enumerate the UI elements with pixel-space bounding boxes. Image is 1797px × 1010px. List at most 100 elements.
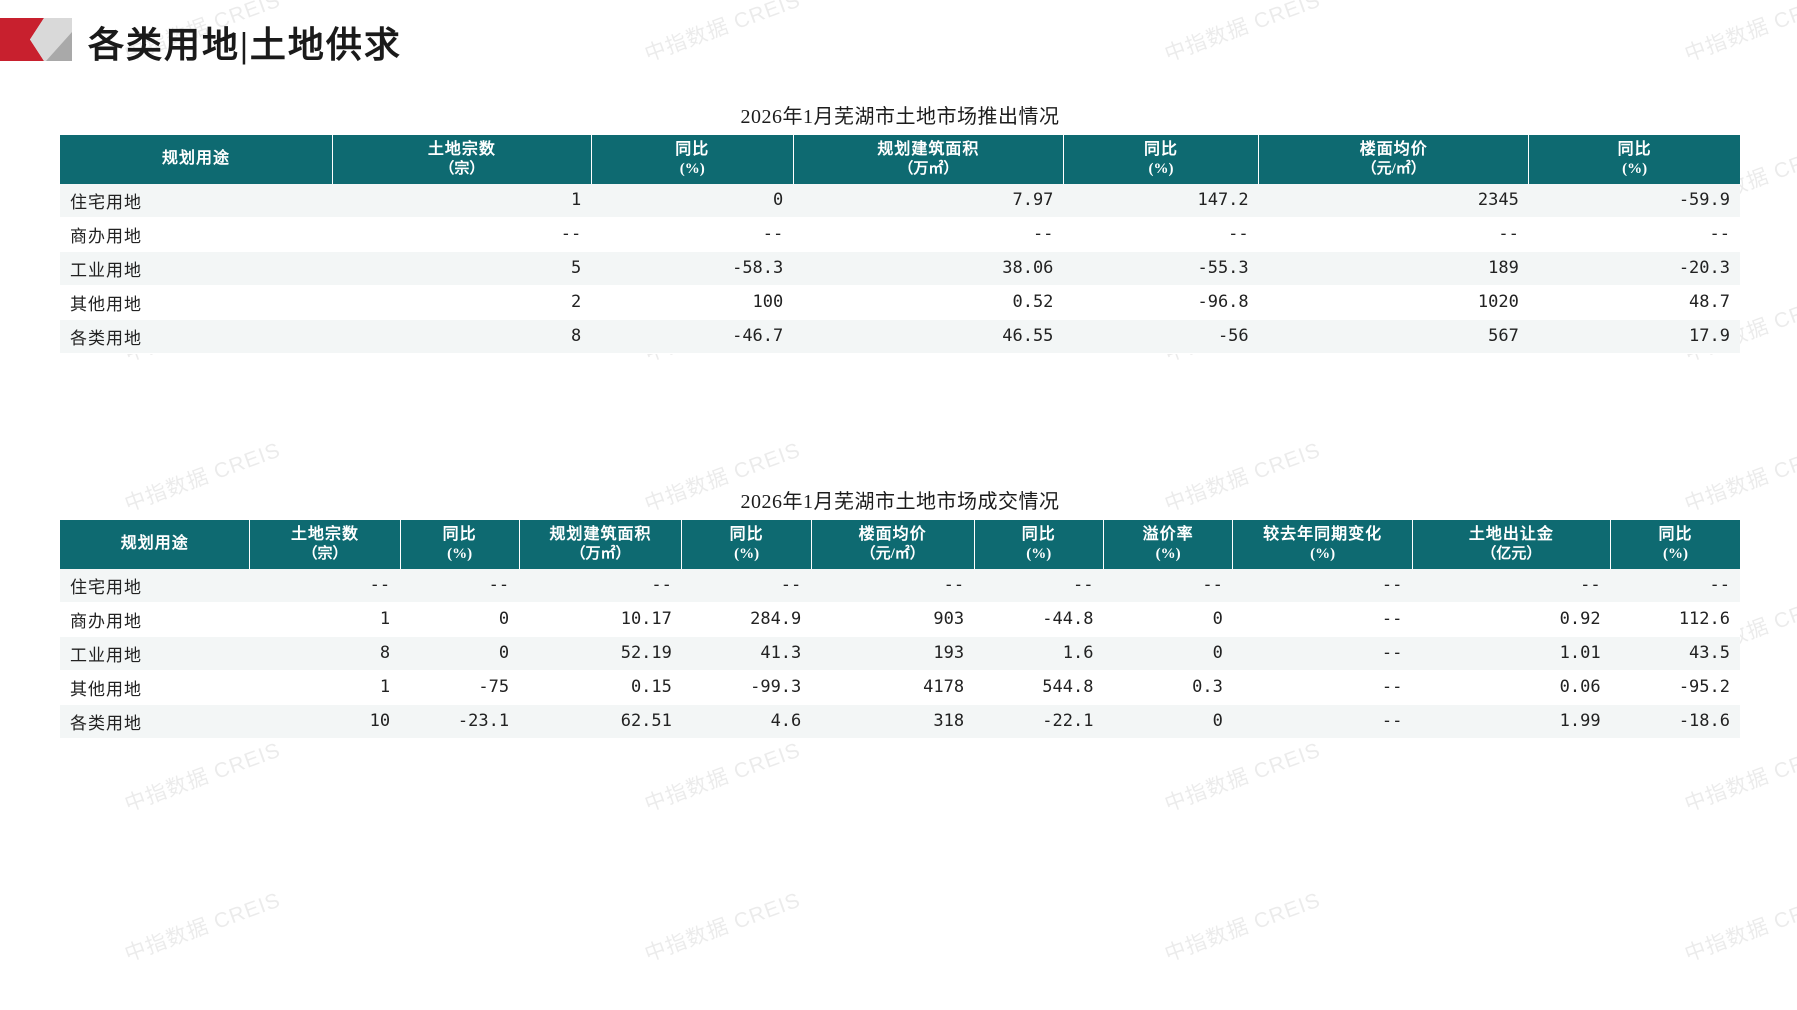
data-cell: 62.51 (519, 704, 682, 739)
data-cell: -96.8 (1063, 285, 1259, 320)
data-cell: -- (811, 568, 975, 603)
column-header-unit: （元/㎡） (1361, 160, 1426, 177)
data-cell: -20.3 (1528, 251, 1740, 286)
table-header-row: 规划用途 土地宗数 （宗） 同比 (%) 规划建筑面积 （万㎡） 同比 (%) 楼面均价 （元/㎡）… (60, 135, 1740, 184)
column-header-unit: (%) (1148, 160, 1174, 177)
column-header-label: 同比 (729, 526, 764, 543)
data-cell: 1 (332, 183, 592, 218)
data-cell: 4.6 (681, 704, 812, 739)
data-cell: -23.1 (400, 704, 520, 739)
data-cell: 567 (1258, 319, 1529, 354)
supply-table-title: 2026年1月芜湖市土地市场推出情况 (740, 106, 1060, 128)
data-cell: -- (793, 217, 1064, 252)
data-cell: -- (681, 568, 812, 603)
column-header-label: 同比 (675, 141, 710, 158)
column-header: 同比 (%) (1063, 135, 1260, 184)
data-cell: -- (1412, 568, 1611, 603)
data-cell: 318 (811, 704, 975, 739)
data-cell: 0 (400, 602, 520, 637)
watermark-text: 中指数据 CREIS (121, 738, 284, 817)
column-header: 规划用途 (60, 520, 251, 569)
data-cell: -75 (400, 670, 520, 705)
column-header: 楼面均价 （元/㎡） (811, 520, 975, 569)
column-header-label: 同比 (1617, 141, 1652, 158)
data-cell: 1.99 (1412, 704, 1611, 739)
column-header-label: 同比 (1658, 526, 1693, 543)
table-row: 其他用地 1 -75 0.15 -99.3 4178 544.8 0.3 -- 0.06 -95.2 (60, 670, 1740, 705)
column-header-unit: （亿元） (1481, 545, 1542, 562)
row-label-cell: 各类用地 (60, 704, 250, 739)
data-cell: 0 (1103, 636, 1233, 671)
watermark-text: 中指数据 CREIS (1161, 738, 1324, 817)
column-header: 同比 (%) (974, 520, 1104, 569)
row-label-cell: 工业用地 (60, 251, 333, 286)
data-cell: 0 (1103, 602, 1233, 637)
data-cell: 284.9 (681, 602, 812, 637)
data-cell: 48.7 (1528, 285, 1740, 320)
table-row: 工业用地 5 -58.3 38.06 -55.3 189 -20.3 (60, 251, 1740, 286)
supply-table: 规划用途 土地宗数 （宗） 同比 (%) 规划建筑面积 （万㎡） 同比 (%) 楼面均价 （元/㎡）… (60, 135, 1740, 354)
column-header-unit: (%) (1622, 160, 1648, 177)
data-cell: -- (1232, 704, 1413, 739)
row-label-cell: 其他用地 (60, 670, 250, 705)
table-header-row: 规划用途 土地宗数 （宗） 同比 (%) 规划建筑面积 （万㎡） 同比 (%) 楼面均价 （元/㎡）… (60, 520, 1740, 569)
column-header-unit: (%) (1663, 545, 1689, 562)
data-cell: -44.8 (974, 602, 1104, 637)
data-cell: -- (1232, 670, 1413, 705)
table-row: 商办用地 -- -- -- -- -- -- (60, 217, 1740, 252)
watermark-text: 中指数据 CREIS (1681, 888, 1797, 967)
data-cell: -59.9 (1528, 183, 1740, 218)
row-label-cell: 住宅用地 (60, 568, 250, 603)
data-cell: 0.06 (1412, 670, 1611, 705)
column-header-label: 规划用途 (120, 535, 189, 553)
column-header-unit: （万㎡） (898, 160, 959, 177)
row-label-cell: 住宅用地 (60, 183, 333, 218)
data-cell: 147.2 (1063, 183, 1259, 218)
column-header-unit: (%) (734, 545, 760, 562)
data-cell: 1 (249, 670, 401, 705)
column-header-unit: （元/㎡） (860, 545, 925, 562)
column-header-label: 同比 (1144, 141, 1179, 158)
supply-table-head: 规划用途 土地宗数 （宗） 同比 (%) 规划建筑面积 （万㎡） 同比 (%) 楼面均价 （元/㎡）… (60, 135, 1740, 184)
column-header: 同比 (%) (591, 135, 794, 184)
data-cell: 10.17 (519, 602, 682, 637)
data-cell: -- (1232, 602, 1413, 637)
data-cell: -22.1 (974, 704, 1104, 739)
data-cell: -- (400, 568, 520, 603)
column-header-label: 同比 (1021, 526, 1056, 543)
data-cell: 193 (811, 636, 975, 671)
data-cell: 38.06 (793, 251, 1064, 286)
column-header-unit: （宗） (302, 545, 348, 562)
table-row: 其他用地 2 100 0.52 -96.8 1020 48.7 (60, 285, 1740, 320)
column-header-label: 同比 (442, 526, 477, 543)
watermark-text: 中指数据 CREIS (641, 738, 804, 817)
data-cell: 0.3 (1103, 670, 1233, 705)
table-row: 工业用地 8 0 52.19 41.3 193 1.6 0 -- 1.01 43.5 (60, 636, 1740, 671)
column-header-label: 土地宗数 (427, 141, 496, 158)
column-header-unit: (%) (1026, 545, 1052, 562)
deal-table-title: 2026年1月芜湖市土地市场成交情况 (740, 491, 1060, 513)
data-cell: -- (1258, 217, 1529, 252)
data-cell: 4178 (811, 670, 975, 705)
column-header: 同比 (%) (400, 520, 520, 569)
data-cell: 112.6 (1610, 602, 1740, 637)
data-cell: 8 (249, 636, 401, 671)
data-cell: 0.52 (793, 285, 1064, 320)
column-header: 同比 (%) (1610, 520, 1740, 569)
data-cell: 7.97 (793, 183, 1064, 218)
column-header: 楼面均价 （元/㎡） (1258, 135, 1530, 184)
column-header-unit: (%) (1155, 545, 1181, 562)
data-cell: 1.6 (974, 636, 1104, 671)
row-label-cell: 商办用地 (60, 602, 250, 637)
watermark-text: 中指数据 CREIS (1681, 738, 1797, 817)
row-label-cell: 工业用地 (60, 636, 250, 671)
column-header-label: 楼面均价 (1359, 141, 1428, 158)
deal-table: 规划用途 土地宗数 （宗） 同比 (%) 规划建筑面积 （万㎡） 同比 (%) 楼面均价 （元/㎡）… (60, 520, 1740, 739)
watermark-text: 中指数据 CREIS (641, 888, 804, 967)
data-cell: 1020 (1258, 285, 1529, 320)
data-cell: -46.7 (591, 319, 794, 354)
data-cell: 41.3 (681, 636, 812, 671)
deal-table-block: 2026年1月芜湖市土地市场成交情况 规划用途 土地宗数 （宗） 同比 (%) 规划建筑面… (60, 485, 1740, 739)
column-header-label: 土地出让金 (1468, 526, 1554, 543)
data-cell: -55.3 (1063, 251, 1259, 286)
